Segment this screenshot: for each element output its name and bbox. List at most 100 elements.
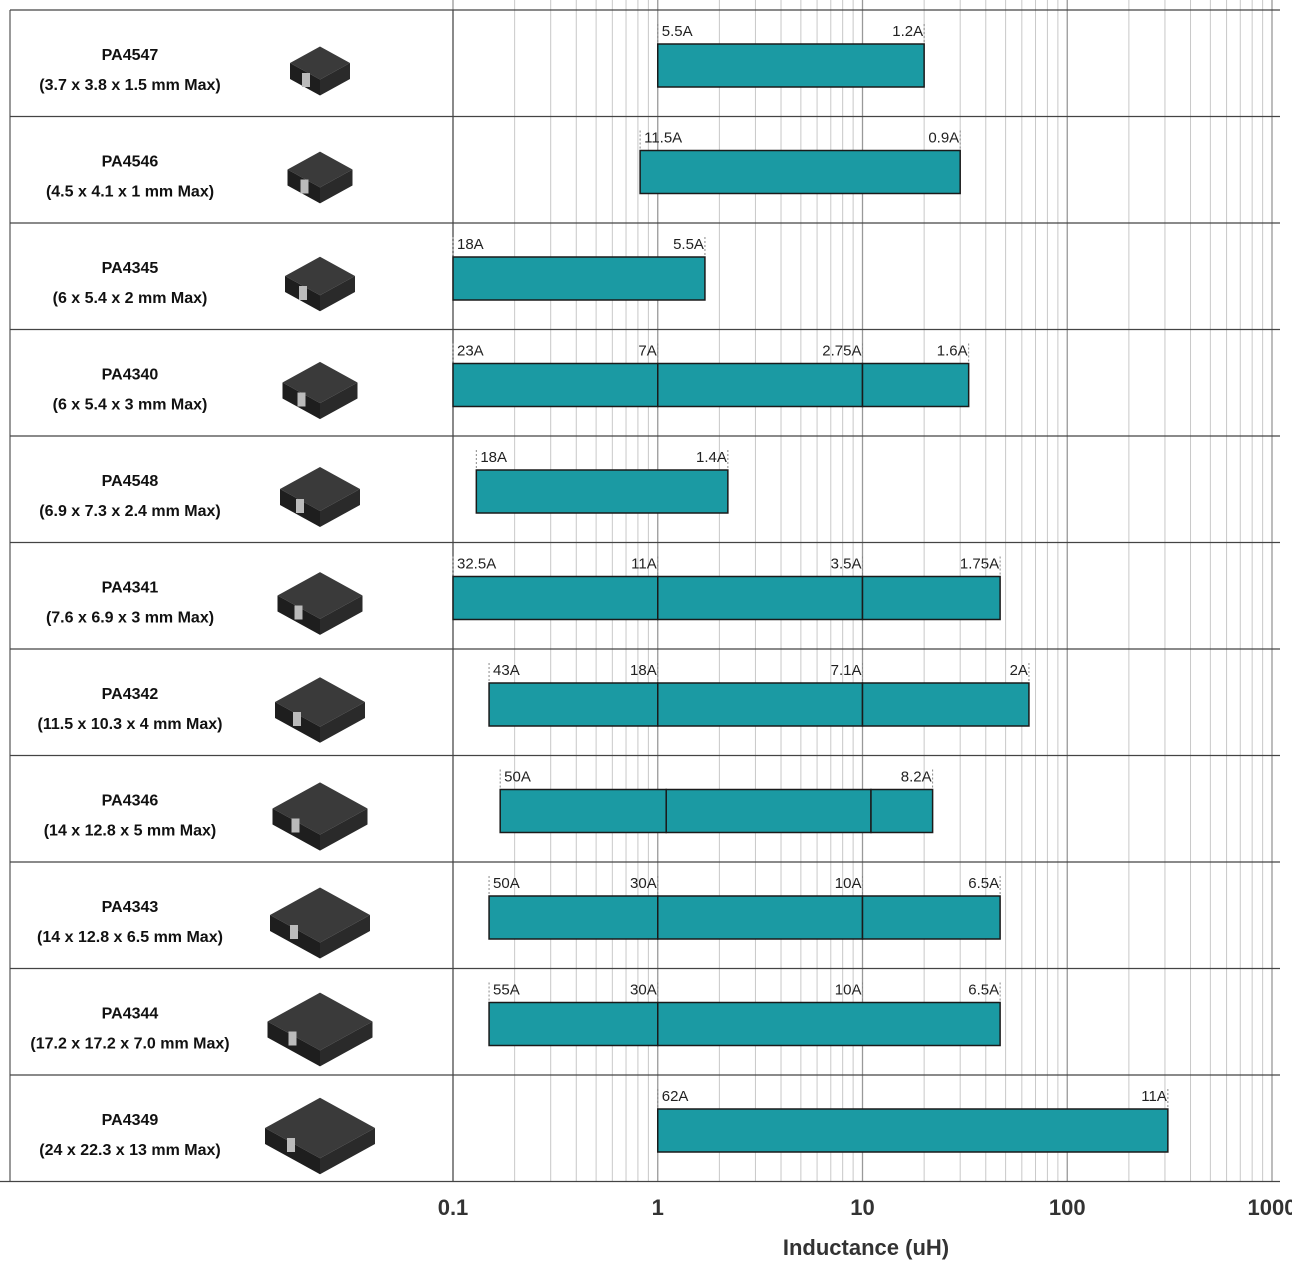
product-size: (14 x 12.8 x 6.5 mm Max) (37, 929, 223, 946)
chip-terminal (302, 73, 310, 87)
bar-segment (861, 895, 1001, 940)
chip-terminal (300, 179, 309, 194)
product-name: PA4343 (102, 899, 159, 916)
chip-icon (320, 915, 370, 959)
chip-icon (320, 169, 353, 204)
product-name: PA4342 (102, 686, 159, 703)
product-name: PA4344 (102, 1006, 159, 1023)
current-label: 18A (630, 662, 657, 679)
product-size: (6 x 5.4 x 2 mm Max) (53, 290, 208, 307)
bar-segment (657, 362, 864, 408)
chip-icon (320, 276, 355, 312)
bar-segment (639, 149, 961, 195)
current-label: 62A (662, 1088, 689, 1105)
bar-segment (861, 575, 1001, 621)
bar-segment (499, 788, 667, 834)
current-label: 18A (457, 236, 484, 253)
bar-segment (657, 1001, 1001, 1047)
current-label: 7.1A (831, 662, 862, 679)
bar-segment (657, 1108, 1169, 1153)
current-label: 43A (493, 662, 520, 679)
chip-icon (320, 702, 365, 743)
product-name: PA4341 (102, 580, 159, 597)
current-label: 11A (631, 556, 657, 573)
bar-segment (665, 788, 872, 834)
current-label: 30A (630, 982, 657, 999)
product-size: (6.9 x 7.3 x 2.4 mm Max) (39, 503, 220, 520)
bar-segment (657, 895, 864, 940)
current-label: 5.5A (662, 23, 693, 40)
chip-terminal (291, 818, 300, 833)
current-label: 5.5A (673, 236, 704, 253)
product-size: (6 x 5.4 x 3 mm Max) (53, 397, 208, 414)
product-name: PA4349 (102, 1112, 159, 1129)
chip-icon (320, 808, 368, 851)
current-label: 10A (835, 982, 862, 999)
product-name: PA4340 (102, 367, 159, 384)
product-name: PA4547 (102, 47, 159, 64)
x-axis-title: Inductance (uH) (783, 1235, 949, 1260)
product-size: (17.2 x 17.2 x 7.0 mm Max) (30, 1036, 229, 1053)
chip-terminal (296, 499, 304, 513)
current-label: 10A (835, 875, 862, 892)
chip-icon (320, 382, 358, 420)
bar-segment (452, 575, 659, 621)
x-tick-label: 1 (652, 1195, 664, 1220)
chip-icon (320, 1128, 375, 1175)
product-size: (11.5 x 10.3 x 4 mm Max) (38, 716, 223, 733)
chip-terminal (288, 1031, 297, 1046)
chip-icon (320, 489, 360, 527)
current-label: 11.5A (644, 130, 682, 147)
chip-terminal (287, 1138, 295, 1152)
bar-segment (452, 256, 706, 301)
product-size: (3.7 x 3.8 x 1.5 mm Max) (39, 77, 220, 94)
current-label: 6.5A (968, 875, 999, 892)
current-label: 0.9A (928, 130, 959, 147)
product-size: (14 x 12.8 x 5 mm Max) (44, 823, 217, 840)
product-size: (4.5 x 4.1 x 1 mm Max) (46, 184, 214, 201)
x-tick-label: 10 (850, 1195, 874, 1220)
bar-segment (475, 469, 729, 514)
current-label: 30A (630, 875, 657, 892)
current-label: 55A (493, 982, 520, 999)
bar-segment (861, 682, 1030, 727)
current-label: 2.75A (822, 343, 861, 360)
current-label: 1.2A (892, 23, 923, 40)
x-tick-label: 1000 (1248, 1195, 1292, 1220)
current-label: 2A (1010, 662, 1028, 679)
current-label: 50A (493, 875, 520, 892)
current-label: 3.5A (831, 556, 862, 573)
chip-icon (320, 595, 363, 635)
bar-segment (488, 682, 659, 727)
current-label: 23A (457, 343, 484, 360)
chip-terminal (290, 925, 298, 939)
product-name: PA4346 (102, 793, 159, 810)
product-size: (24 x 22.3 x 13 mm Max) (39, 1142, 220, 1159)
bar-segment (861, 362, 970, 408)
product-size: (7.6 x 6.9 x 3 mm Max) (46, 610, 214, 627)
current-label: 1.6A (937, 343, 968, 360)
bar-segment (488, 895, 659, 940)
current-label: 32.5A (457, 556, 496, 573)
current-label: 7A (638, 343, 656, 360)
chip-terminal (297, 392, 306, 407)
chip-terminal (299, 286, 307, 300)
chip-icon (320, 63, 350, 96)
chip-terminal (294, 605, 303, 620)
current-label: 8.2A (901, 769, 932, 786)
current-label: 18A (480, 449, 507, 466)
current-label: 11A (1141, 1088, 1167, 1105)
bar-segment (657, 682, 864, 727)
current-label: 1.4A (696, 449, 727, 466)
bar-segment (452, 362, 659, 408)
product-name: PA4548 (102, 473, 159, 490)
x-tick-label: 0.1 (438, 1195, 469, 1220)
chip-terminal (293, 712, 301, 726)
chip-icon (320, 1021, 373, 1067)
bar-segment (870, 788, 934, 834)
x-tick-label: 100 (1049, 1195, 1086, 1220)
bar-segment (657, 575, 864, 621)
current-label: 6.5A (968, 982, 999, 999)
